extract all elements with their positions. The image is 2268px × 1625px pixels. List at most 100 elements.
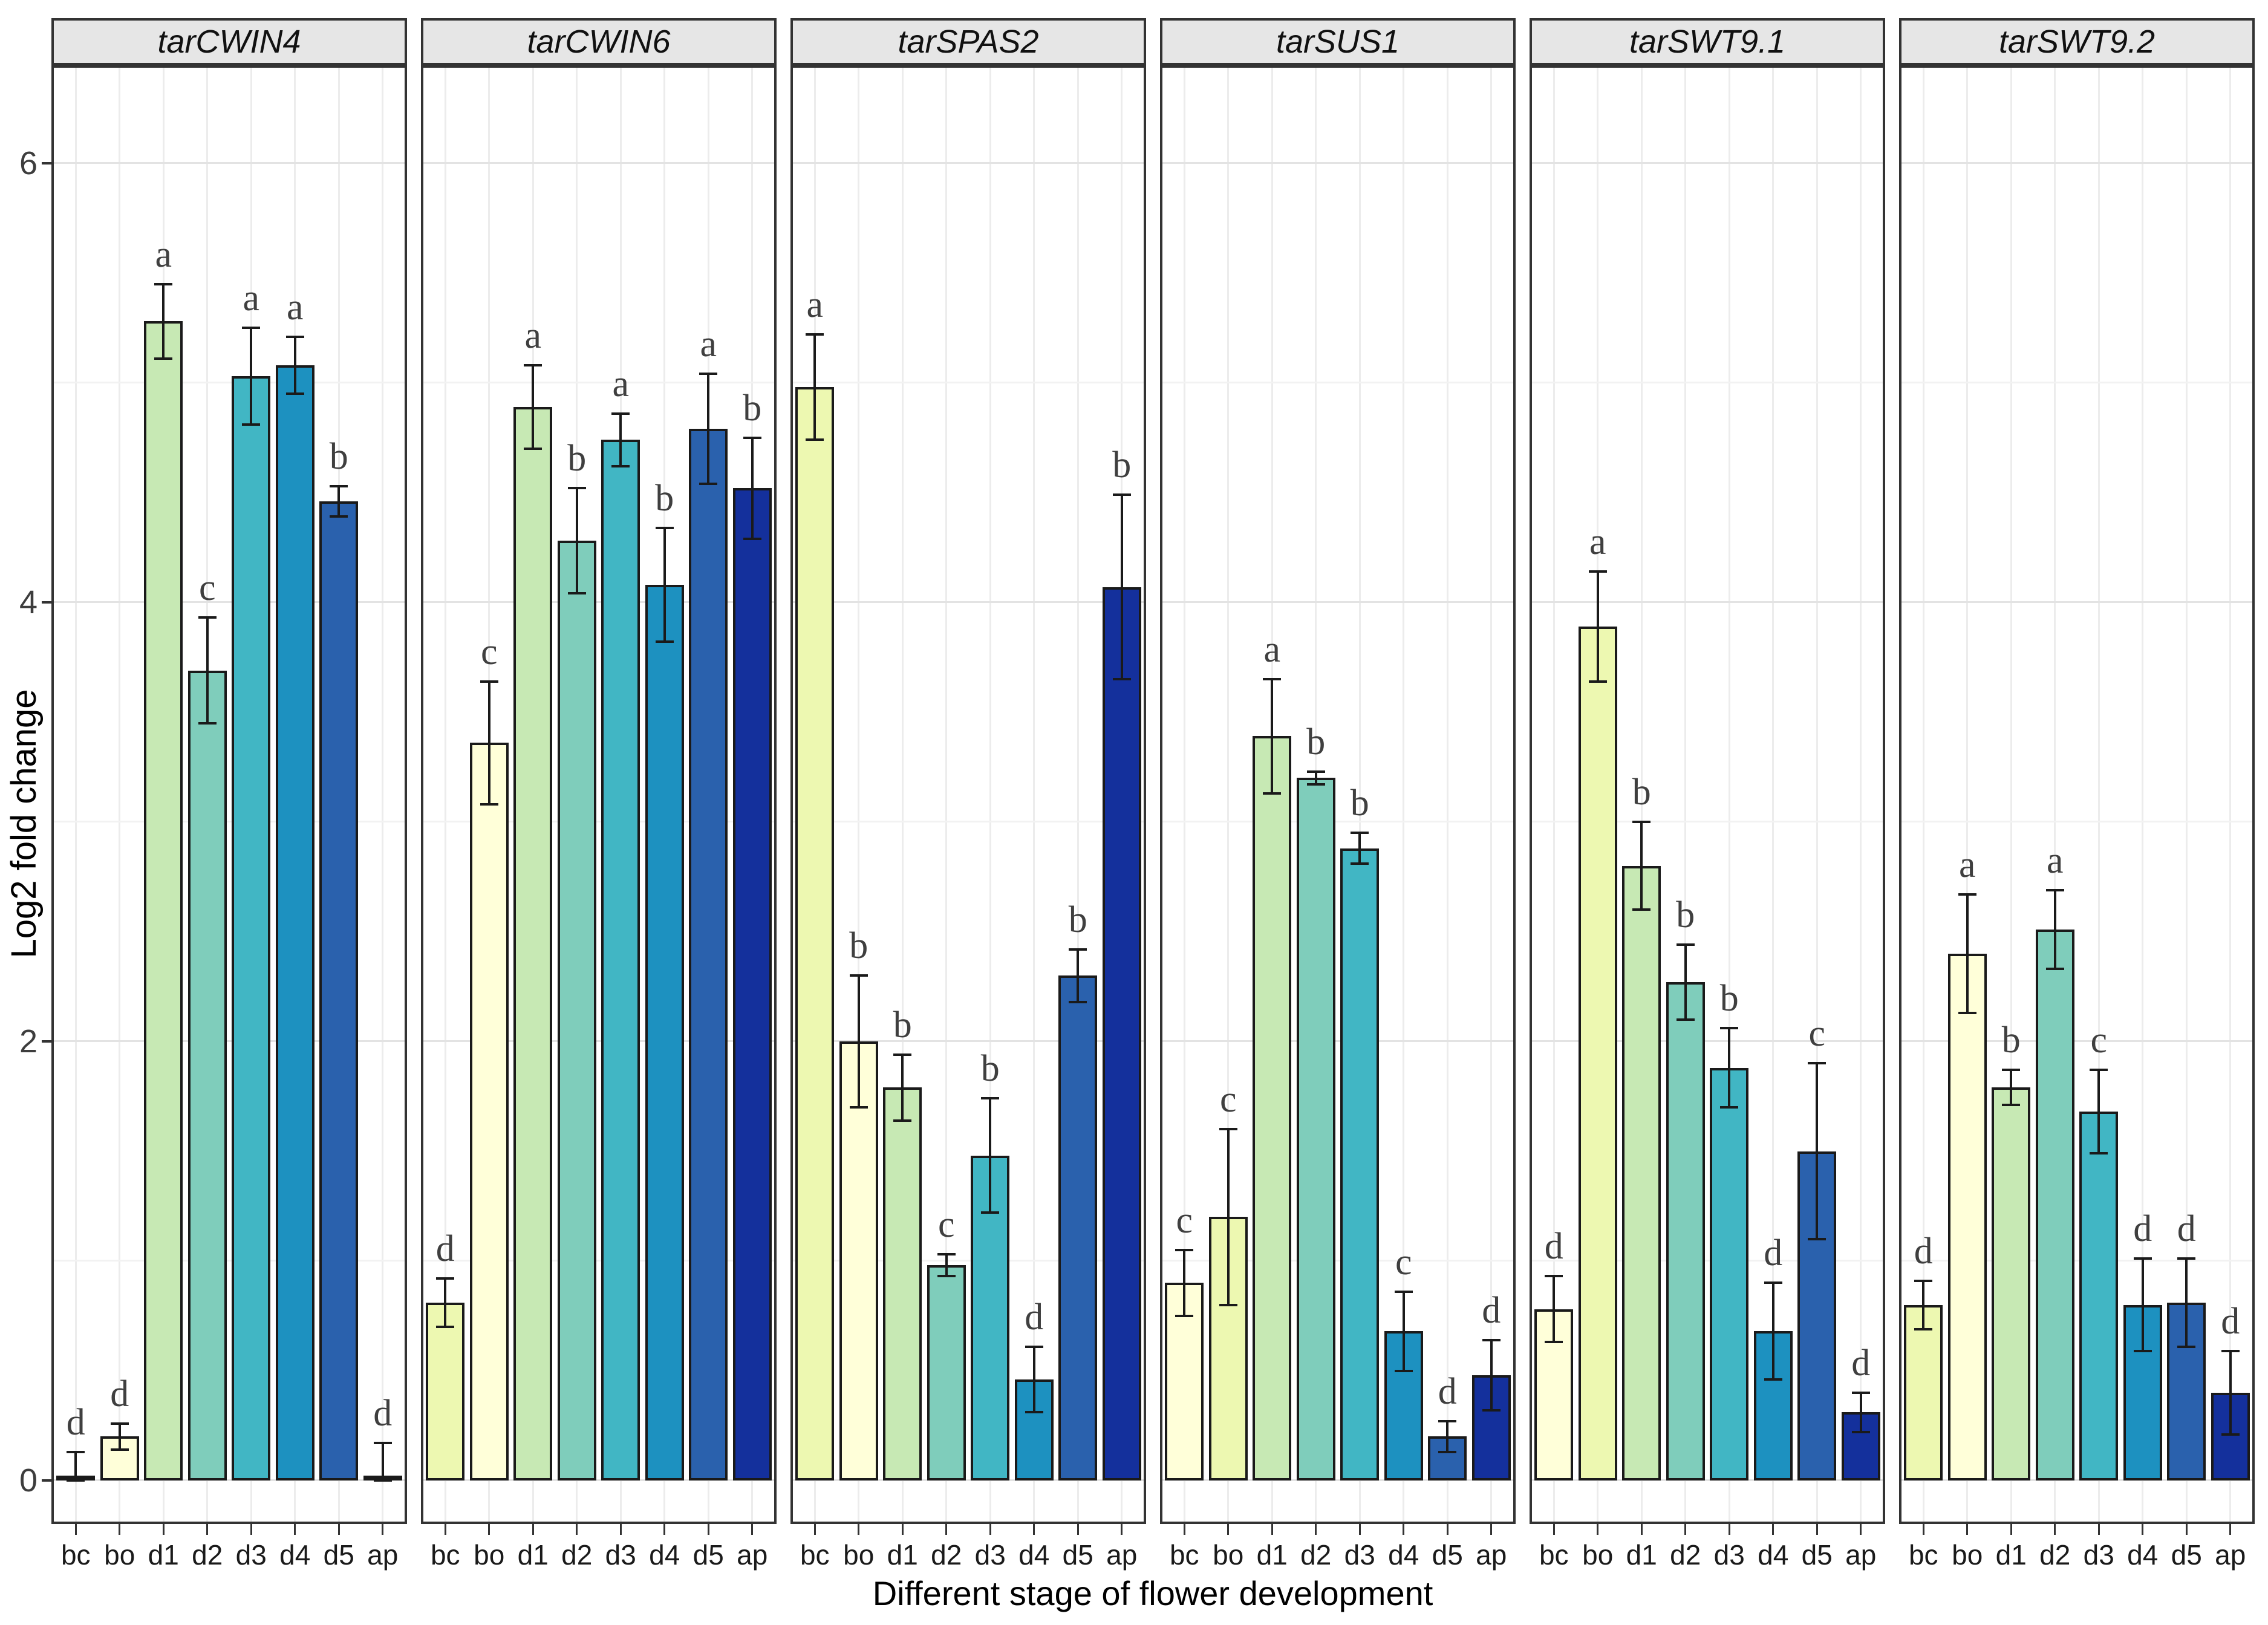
bar-d4 (275, 365, 314, 1480)
x-tick-mark (74, 1524, 77, 1535)
error-bar-cap-top (1112, 493, 1131, 497)
x-category-label: d4 (649, 1539, 680, 1571)
gridline-major (1901, 162, 2252, 164)
gridline-vertical (1816, 68, 1818, 1522)
significance-letter: b (743, 387, 762, 429)
gridline-vertical (1772, 68, 1774, 1522)
bar-bo (1947, 953, 1987, 1480)
error-bar-cap-bottom (2090, 1152, 2108, 1155)
error-bar-cap-bottom (1438, 1450, 1457, 1453)
significance-letter: d (1438, 1371, 1457, 1412)
gridline-minor (54, 1260, 405, 1262)
x-category-label: d3 (1344, 1539, 1375, 1571)
error-bar (337, 486, 341, 517)
x-category-label: d1 (517, 1539, 549, 1571)
significance-letter: b (849, 925, 868, 967)
error-bar-cap-top (524, 363, 543, 366)
error-bar (162, 284, 165, 359)
error-bar-cap-bottom (480, 803, 498, 806)
x-category-label: bc (430, 1539, 460, 1571)
significance-letter: b (329, 435, 348, 477)
gridline-vertical (1684, 68, 1687, 1522)
x-axis-title: Different stage of flower development (872, 1574, 1433, 1612)
significance-letter: b (2001, 1020, 2021, 1061)
error-bar (1032, 1346, 1035, 1413)
significance-letter: c (2090, 1020, 2108, 1061)
x-tick-mark (663, 1524, 666, 1535)
error-bar-cap-top (1958, 893, 1976, 896)
significance-letter: c (1808, 1013, 1826, 1055)
error-bar-cap-bottom (436, 1325, 455, 1328)
error-bar (1314, 771, 1317, 785)
error-bar-cap-top (1545, 1275, 1563, 1278)
gridline-vertical (74, 68, 77, 1522)
gridline-minor (1162, 382, 1513, 383)
gridline-minor (1532, 382, 1883, 383)
x-category-label: d5 (1801, 1539, 1833, 1571)
x-tick-mark (1183, 1524, 1185, 1535)
bar-d3 (232, 376, 271, 1480)
gridline-minor (793, 382, 1144, 383)
error-bar-cap-bottom (373, 1479, 392, 1482)
x-tick-mark (119, 1524, 121, 1535)
significance-letter: a (1958, 844, 1976, 885)
error-bar (250, 328, 253, 425)
error-bar-cap-top (110, 1422, 129, 1425)
error-bar (1596, 572, 1599, 682)
significance-letter: a (155, 233, 172, 275)
significance-letter: c (480, 631, 498, 672)
error-bar-cap-top (1263, 678, 1282, 681)
gridline-major (54, 1479, 405, 1481)
error-bar (1922, 1280, 1925, 1329)
error-bar (2141, 1259, 2144, 1351)
x-category-label: d1 (1256, 1539, 1288, 1571)
x-category-label: d5 (323, 1539, 354, 1571)
x-tick-mark (206, 1524, 209, 1535)
error-bar-cap-bottom (1482, 1408, 1501, 1412)
gridline-major (793, 1479, 1144, 1481)
significance-letter: d (110, 1373, 129, 1415)
error-bar (74, 1451, 77, 1480)
x-category-label: d4 (2127, 1539, 2159, 1571)
gridline-vertical (382, 68, 384, 1522)
error-bar (901, 1054, 904, 1121)
error-bar-cap-bottom (1808, 1237, 1826, 1240)
x-category-label: bo (1582, 1539, 1614, 1571)
gridline-major (1162, 1479, 1513, 1481)
y-tick-mark (42, 1040, 51, 1043)
error-bar-cap-top (1851, 1391, 1870, 1394)
error-bar (663, 527, 666, 642)
gridline-vertical (1553, 68, 1555, 1522)
error-bar-cap-top (1394, 1290, 1413, 1293)
error-bar (381, 1443, 384, 1480)
x-category-label: d4 (279, 1539, 311, 1571)
gridline-vertical (2054, 68, 2056, 1522)
error-bar-cap-bottom (1720, 1106, 1739, 1109)
facet-panel-tarSPAS2: tarSPAS2 a b b c b d b b bc bo d1 d2 d3 d4 d5 ap (790, 18, 1146, 1597)
error-bar-cap-bottom (1958, 1011, 1976, 1014)
error-bar (1227, 1129, 1230, 1305)
error-bar (206, 617, 209, 723)
gridline-vertical (1728, 68, 1730, 1522)
error-bar-cap-top (1351, 832, 1369, 835)
x-tick-mark (1772, 1524, 1774, 1535)
x-tick-mark (1271, 1524, 1273, 1535)
gridline-vertical (1860, 68, 1862, 1522)
x-category-label: bo (104, 1539, 135, 1571)
significance-letter: a (806, 284, 824, 326)
error-bar-cap-bottom (1025, 1411, 1043, 1414)
x-category-label: d1 (1995, 1539, 2027, 1571)
x-tick-mark (813, 1524, 816, 1535)
error-bar-cap-bottom (1764, 1378, 1782, 1381)
x-tick-mark (294, 1524, 296, 1535)
significance-letter: d (2177, 1208, 2196, 1250)
x-tick-mark (1684, 1524, 1687, 1535)
error-bar (487, 681, 490, 804)
gridline-minor (1162, 821, 1513, 822)
error-bar-cap-bottom (699, 482, 718, 485)
error-bar-cap-bottom (1069, 1000, 1087, 1003)
bar-bo (469, 743, 509, 1480)
error-bar-cap-bottom (567, 592, 586, 595)
error-bar (1120, 495, 1123, 680)
gridline-minor (793, 1260, 1144, 1262)
